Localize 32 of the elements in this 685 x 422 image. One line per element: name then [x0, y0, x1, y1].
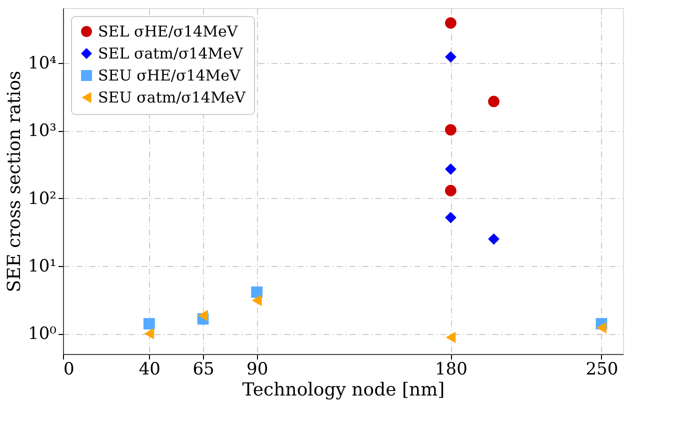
x-tick-label: 90	[246, 360, 268, 380]
point	[488, 96, 500, 108]
point	[488, 233, 500, 245]
x-tick-label: 250	[586, 360, 618, 380]
y-tick-label: 10⁴	[28, 54, 57, 74]
legend-label: SEU σatm/σ14MeV	[98, 88, 247, 106]
x-tick-label: 40	[138, 360, 160, 380]
point	[444, 124, 456, 136]
point	[446, 332, 456, 344]
legend-label: SEL σHE/σ14MeV	[98, 22, 239, 40]
point	[444, 51, 456, 63]
point	[596, 322, 606, 334]
point	[143, 318, 155, 330]
legend-label: SEU σHE/σ14MeV	[98, 66, 242, 84]
x-tick-label: 0	[64, 360, 74, 380]
x-tick-label: 65	[192, 360, 214, 380]
x-tick-label: 180	[434, 360, 468, 380]
point	[198, 310, 208, 322]
y-tick-label: 10⁰	[28, 324, 57, 344]
point	[444, 212, 456, 224]
y-axis-title: SEE cross section ratios	[4, 70, 26, 292]
y-tick-label: 10³	[28, 121, 56, 142]
point	[251, 286, 263, 298]
point	[252, 294, 262, 306]
point	[444, 17, 456, 29]
point	[444, 184, 456, 196]
y-tick-label: 10²	[28, 188, 56, 209]
legend-label: SEL σatm/σ14MeV	[98, 44, 244, 62]
x-axis-title: Technology node [nm]	[242, 380, 445, 400]
point	[144, 328, 154, 340]
point	[444, 163, 456, 175]
y-tick-label: 10¹	[28, 256, 56, 276]
